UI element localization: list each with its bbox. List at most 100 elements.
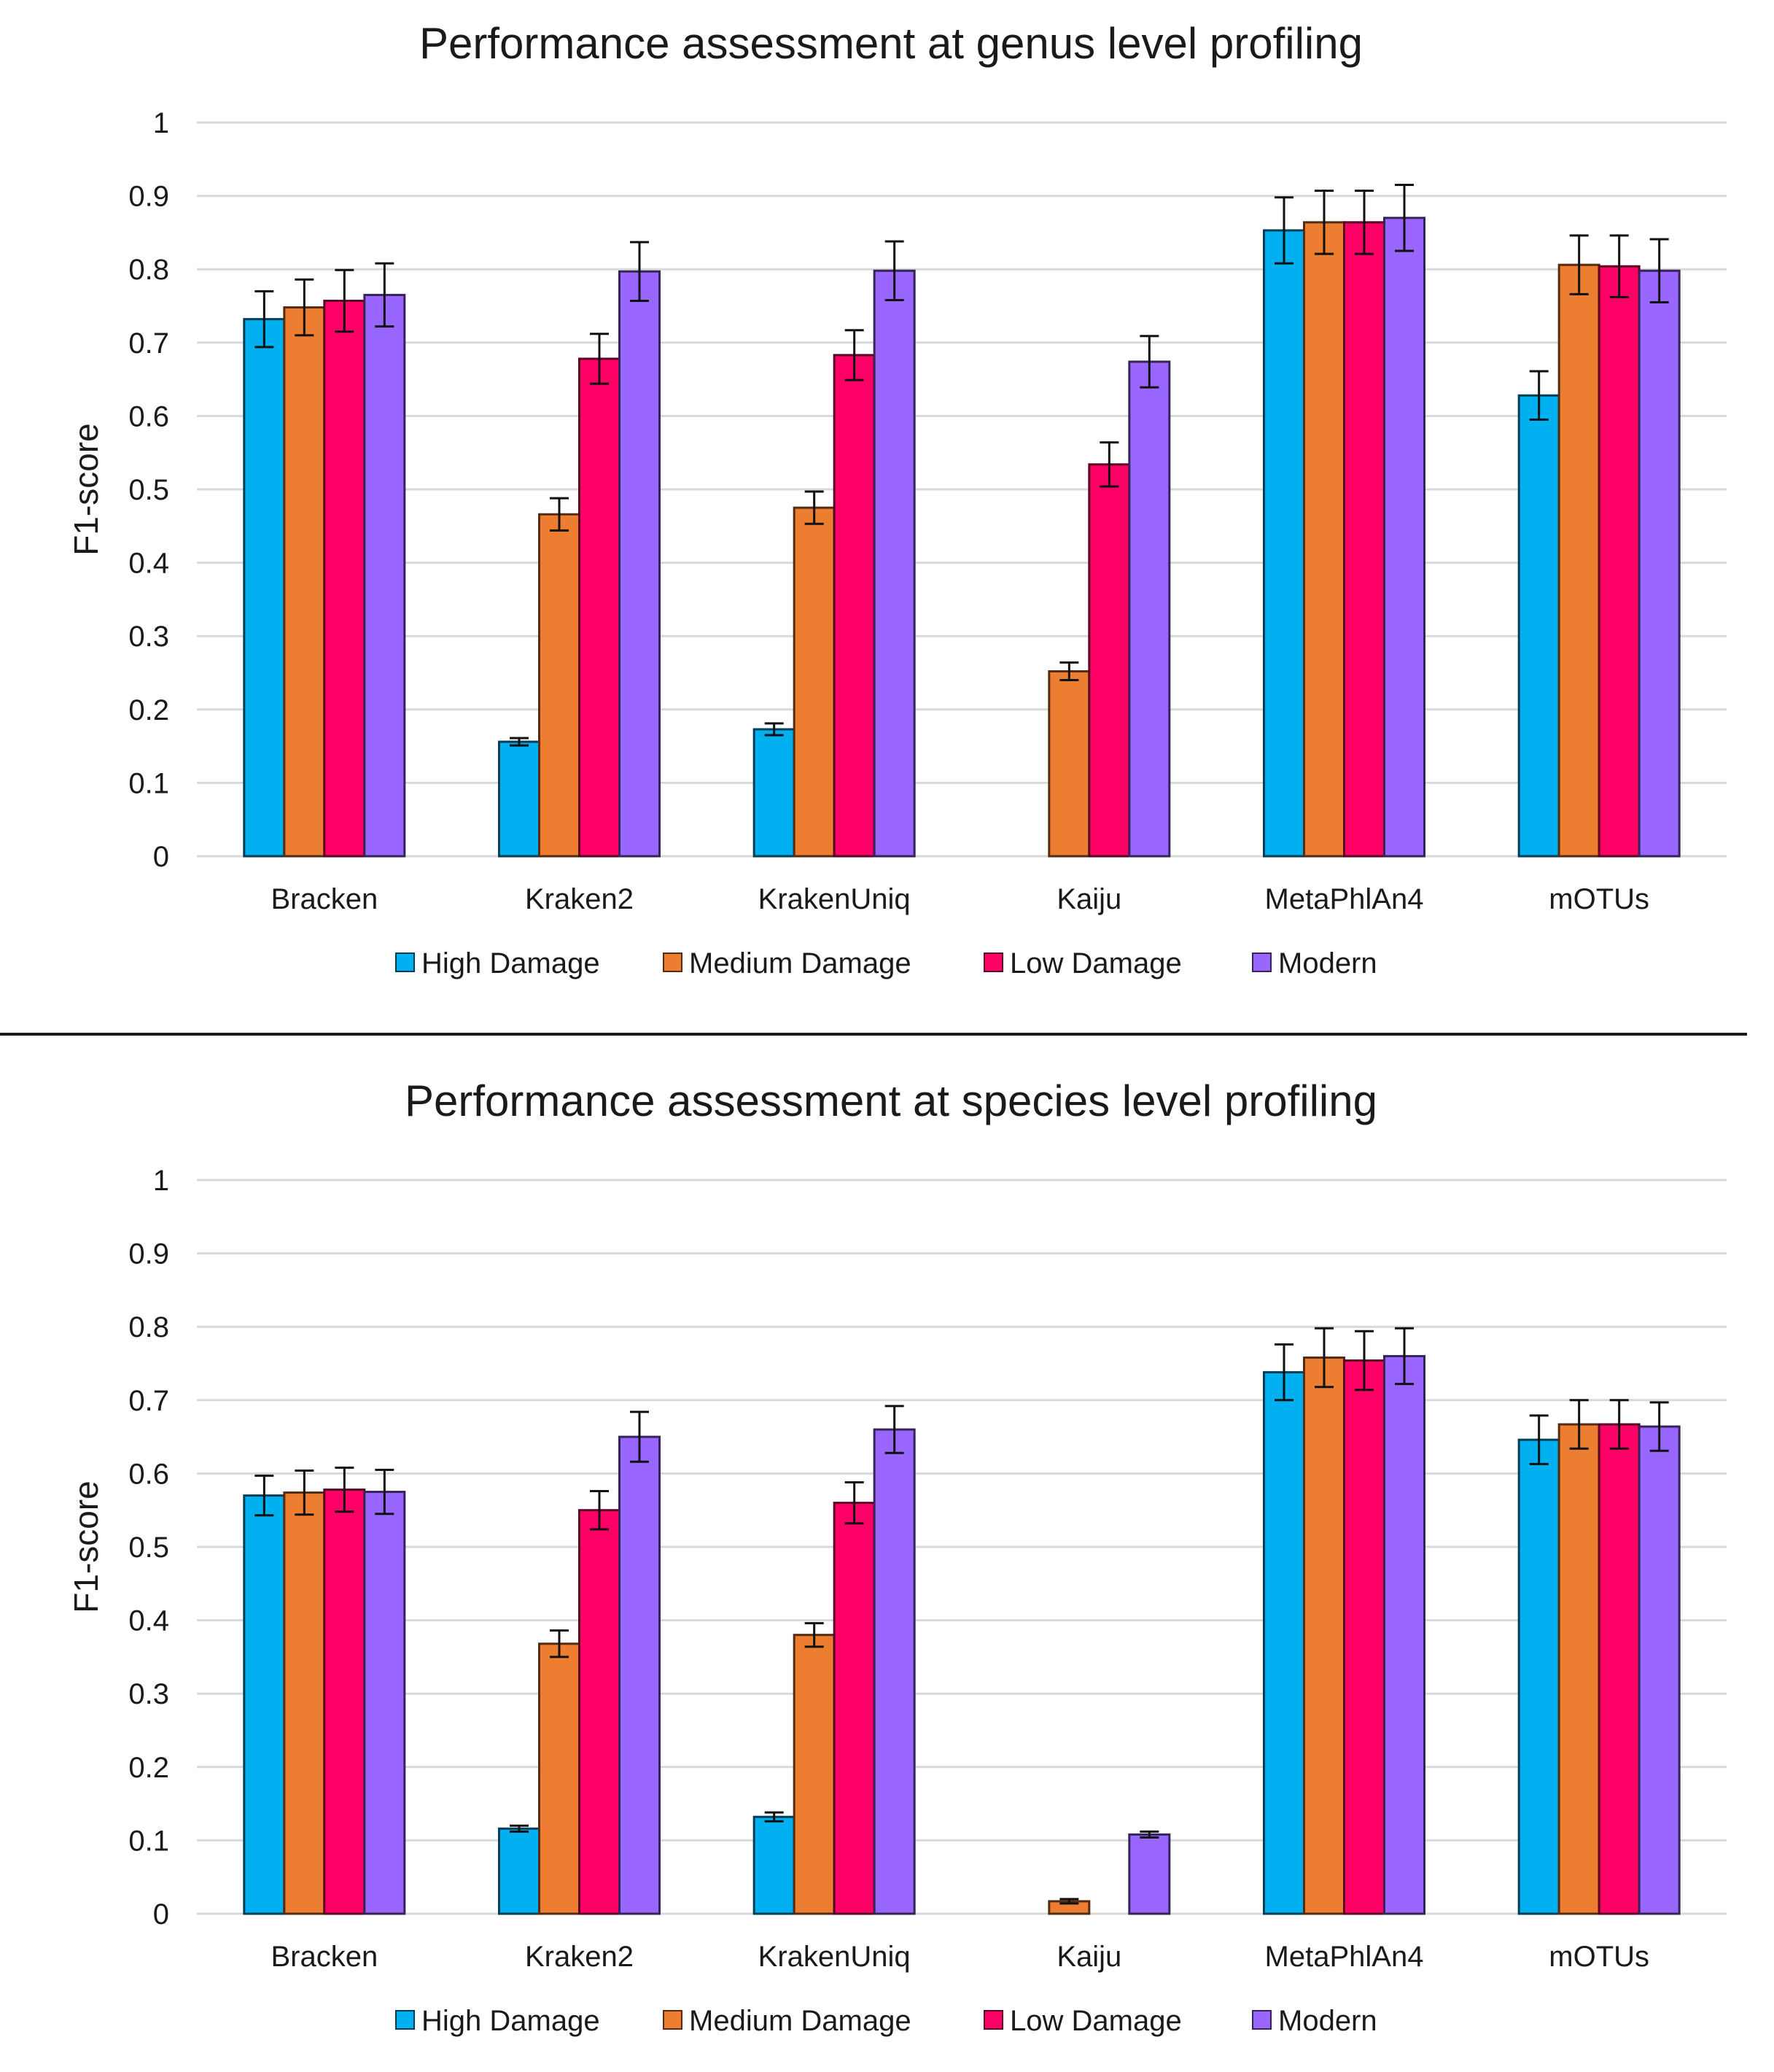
bar-medium-damage	[1557, 263, 1600, 858]
legend-label: High Damage	[421, 2005, 600, 2037]
bar-low-damage	[833, 1502, 876, 1915]
bar-medium-damage	[1303, 1356, 1345, 1915]
x-tick-label: MetaPhlAn4	[1265, 883, 1424, 915]
legend-swatch	[984, 2010, 1003, 2030]
bar-modern	[1383, 217, 1425, 858]
y-axis-label: F1-score	[67, 423, 105, 555]
bar-high-damage	[243, 1494, 286, 1915]
bar-medium-damage	[1303, 221, 1345, 858]
y-tick-label: 0	[153, 841, 169, 873]
x-tick-label: KrakenUniq	[758, 883, 911, 915]
bar-modern	[618, 1435, 661, 1915]
x-tick-label: Bracken	[271, 883, 378, 915]
bar-modern	[1128, 360, 1171, 858]
bar-low-damage	[1343, 221, 1385, 858]
x-tick-label: Kraken2	[525, 1941, 634, 1973]
bar-modern	[1128, 1833, 1171, 1915]
chart-title: Performance assessment at genus level pr…	[419, 19, 1363, 68]
bar-low-damage	[1343, 1359, 1385, 1915]
legend-label: Medium Damage	[689, 2005, 911, 2037]
species-chart: Performance assessment at species level …	[67, 1076, 1727, 2037]
x-tick-label: mOTUs	[1549, 1941, 1649, 1973]
bar-medium-damage	[283, 306, 326, 858]
bar-low-damage	[323, 299, 366, 858]
y-tick-label: 0.2	[128, 694, 169, 726]
y-tick-label: 0.5	[128, 474, 169, 506]
bar-low-damage	[1598, 265, 1641, 858]
x-tick-label: Bracken	[271, 1941, 378, 1973]
y-tick-label: 0.2	[128, 1752, 169, 1784]
legend-swatch	[1252, 2010, 1272, 2030]
y-tick-label: 0	[153, 1898, 169, 1931]
bar-medium-damage	[538, 1642, 580, 1915]
bar-low-damage	[323, 1489, 366, 1915]
bar-modern	[363, 293, 406, 858]
bar-medium-damage	[1048, 670, 1091, 858]
y-tick-label: 0.4	[128, 1605, 169, 1637]
x-tick-label: mOTUs	[1549, 883, 1649, 915]
x-tick-label: Kaiju	[1057, 883, 1121, 915]
bar-low-damage	[578, 1509, 620, 1915]
bar-high-damage	[498, 740, 540, 858]
bar-modern	[1383, 1354, 1425, 1915]
bar-high-damage	[243, 318, 286, 858]
bar-modern	[873, 1428, 916, 1915]
bar-low-damage	[1598, 1423, 1641, 1915]
bar-medium-damage	[793, 1634, 836, 1915]
bar-high-damage	[498, 1827, 540, 1915]
bar-modern	[873, 269, 916, 858]
bar-medium-damage	[283, 1491, 326, 1915]
legend-label: Modern	[1278, 2005, 1377, 2037]
bar-modern	[1638, 269, 1681, 858]
y-tick-label: 1	[153, 107, 169, 139]
y-tick-label: 0.3	[128, 1678, 169, 1710]
bar-modern	[363, 1491, 406, 1915]
legend-label: Modern	[1278, 947, 1377, 979]
bar-high-damage	[1263, 229, 1305, 858]
y-tick-label: 0.6	[128, 400, 169, 432]
legend-label: Medium Damage	[689, 947, 911, 979]
bar-low-damage	[833, 354, 876, 858]
y-tick-label: 0.9	[128, 181, 169, 213]
y-tick-label: 0.8	[128, 1311, 169, 1343]
legend-swatch	[1252, 952, 1272, 972]
legend-swatch	[395, 2010, 415, 2030]
bar-low-damage	[1088, 463, 1131, 858]
y-tick-label: 0.7	[128, 1385, 169, 1417]
x-tick-label: Kaiju	[1057, 1941, 1121, 1973]
bar-modern	[1638, 1425, 1681, 1915]
bar-high-damage	[1517, 1438, 1560, 1915]
bar-modern	[618, 270, 661, 858]
bar-medium-damage	[538, 513, 580, 858]
x-tick-label: Kraken2	[525, 883, 634, 915]
legend-swatch	[663, 952, 682, 972]
y-tick-label: 1	[153, 1165, 169, 1197]
legend-swatch	[663, 2010, 682, 2030]
bar-high-damage	[1517, 394, 1560, 858]
bar-low-damage	[578, 357, 620, 858]
y-tick-label: 0.1	[128, 767, 169, 799]
legend-swatch	[984, 952, 1003, 972]
legend-label: Low Damage	[1010, 947, 1182, 979]
y-axis-label: F1-score	[67, 1481, 105, 1613]
legend-label: High Damage	[421, 947, 600, 979]
bar-medium-damage	[793, 506, 836, 858]
genus-chart: Performance assessment at genus level pr…	[67, 19, 1727, 979]
bar-high-damage	[752, 1815, 795, 1915]
y-tick-label: 0.8	[128, 254, 169, 286]
y-tick-label: 0.9	[128, 1238, 169, 1270]
legend-swatch	[395, 952, 415, 972]
y-tick-label: 0.1	[128, 1825, 169, 1857]
y-tick-label: 0.6	[128, 1458, 169, 1490]
y-tick-label: 0.3	[128, 621, 169, 653]
y-tick-label: 0.7	[128, 327, 169, 360]
y-tick-label: 0.4	[128, 548, 169, 580]
bar-high-damage	[1263, 1371, 1305, 1915]
chart-title: Performance assessment at species level …	[405, 1076, 1377, 1125]
bar-medium-damage	[1557, 1423, 1600, 1915]
legend-label: Low Damage	[1010, 2005, 1182, 2037]
x-tick-label: KrakenUniq	[758, 1941, 911, 1973]
bar-high-damage	[752, 728, 795, 858]
x-tick-label: MetaPhlAn4	[1265, 1941, 1424, 1973]
